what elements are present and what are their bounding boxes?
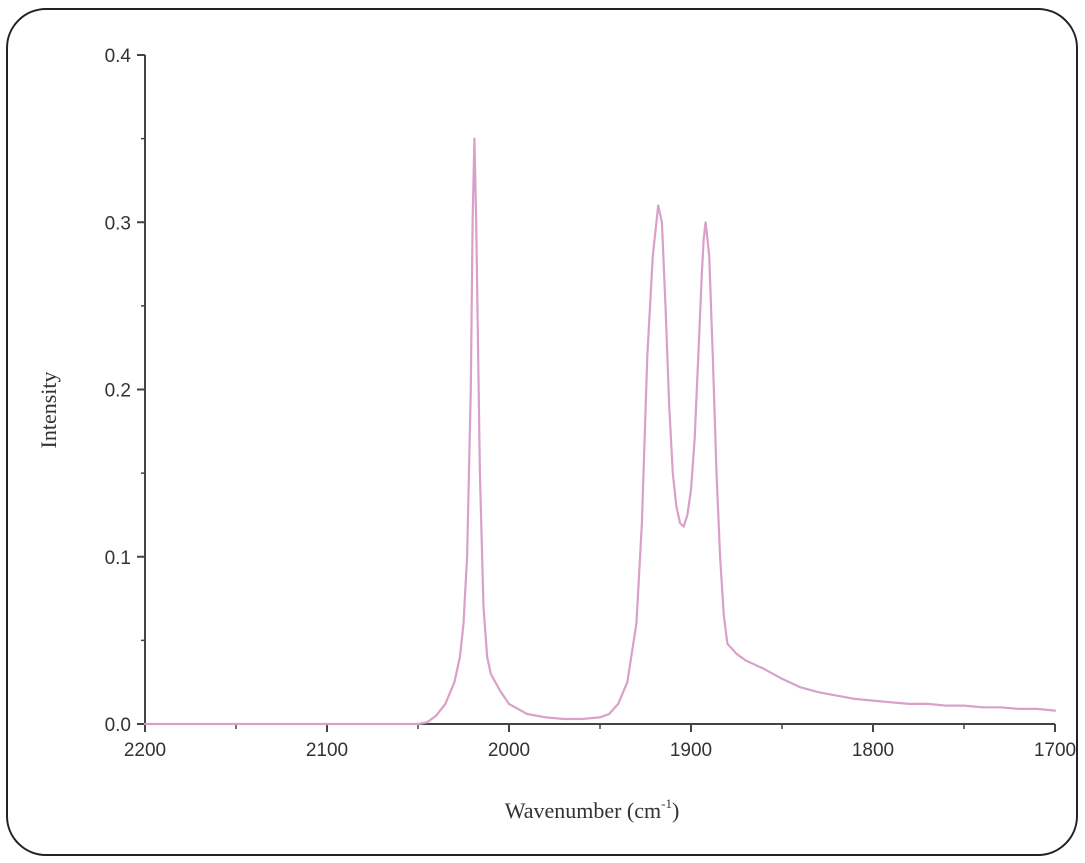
y-tick-label: 0.3 [105,213,131,234]
y-axis-title: Intensity [36,372,61,449]
x-tick-label: 2100 [306,740,348,761]
x-tick-label: 2000 [488,740,530,761]
x-axis-title-close: ) [672,798,679,823]
y-tick-label: 0.1 [105,548,131,569]
x-axis-title-main: Wavenumber (cm [505,798,661,823]
x-tick-label: 1700 [1034,740,1076,761]
x-axis-title: Wavenumber (cm-1) [505,796,680,823]
y-tick-label: 0.2 [105,381,131,402]
x-tick-label: 1800 [852,740,894,761]
x-axis-ticks: 2200 2100 2000 1900 1800 1700 [124,724,1076,761]
series-layer [143,137,1057,726]
figure-frame [6,8,1078,856]
series-line-1 [143,137,1057,726]
x-tick-label: 2200 [124,740,166,761]
y-axis-ticks: 0.0 0.1 0.2 0.3 0.4 [105,46,145,736]
y-tick-label: 0.0 [105,715,131,736]
y-tick-label: 0.4 [105,46,132,67]
x-axis-title-superscript: -1 [661,796,672,811]
x-tick-label: 1900 [670,740,712,761]
